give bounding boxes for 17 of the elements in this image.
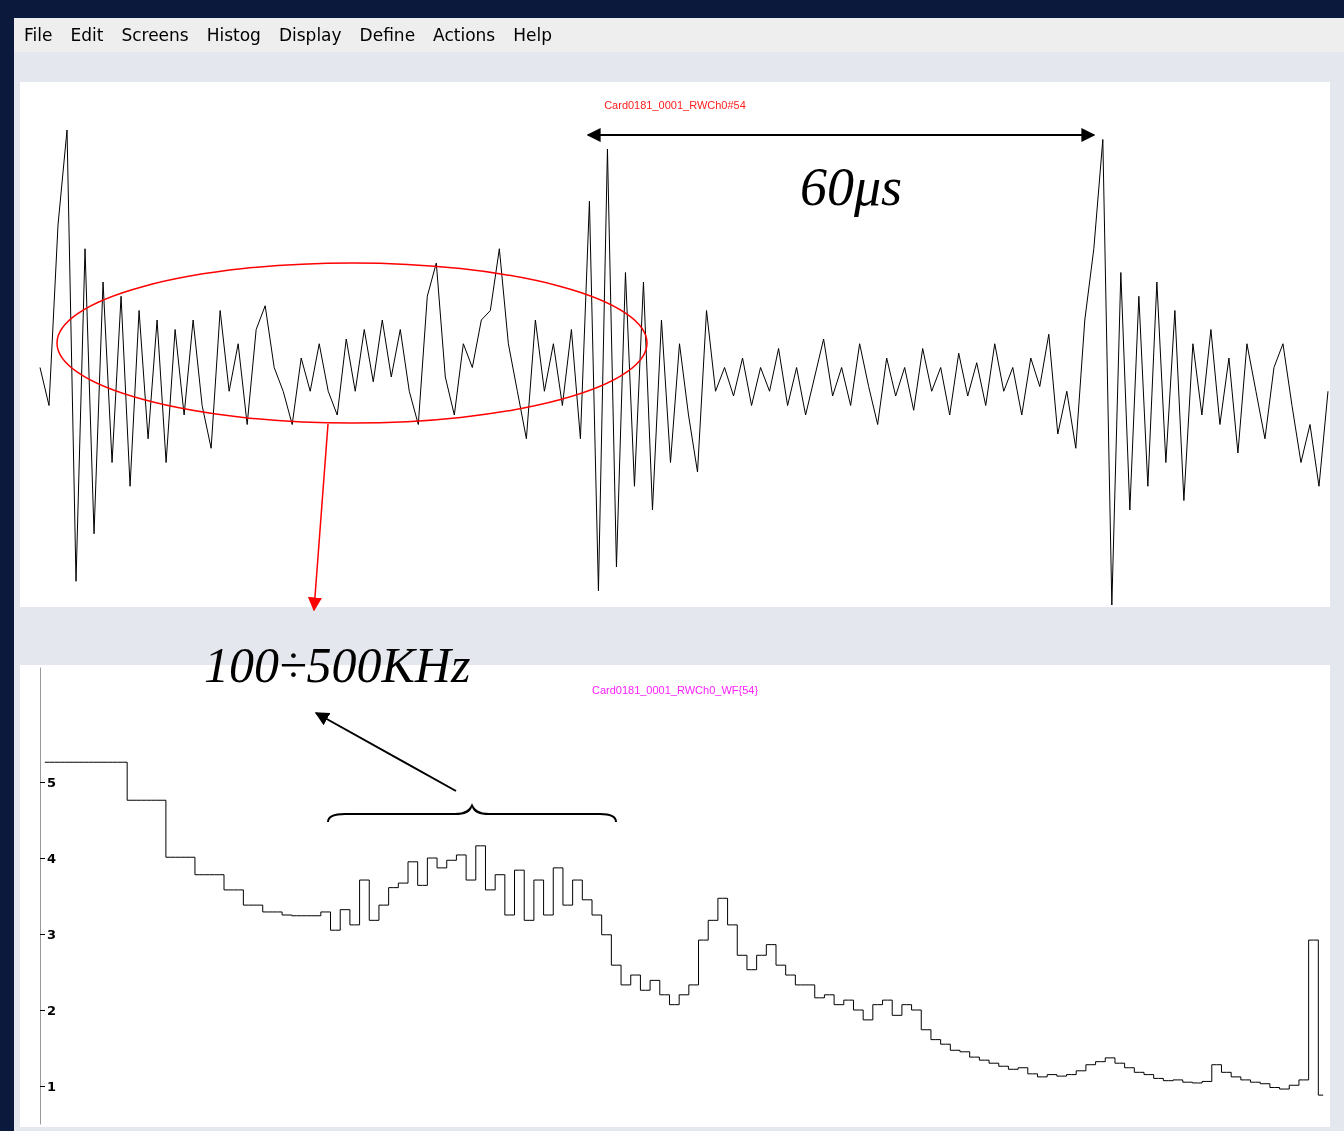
text: File bbox=[24, 25, 53, 45]
chart-title: Card0181_0001_RWCh0#54 bbox=[604, 98, 746, 111]
text: Edit bbox=[70, 25, 104, 45]
text: Display bbox=[278, 25, 342, 45]
text: Card0181_0001_RWCh0_WF{54} bbox=[591, 683, 759, 696]
annotation: 60μs bbox=[800, 157, 903, 217]
y-tick-label: 2 bbox=[47, 1002, 57, 1018]
y-tick-label: 4 bbox=[47, 850, 57, 866]
text: Actions bbox=[433, 25, 496, 45]
text: Histog bbox=[206, 25, 261, 45]
y-tick-label: 5 bbox=[47, 774, 57, 790]
y-tick-label: 1 bbox=[47, 1078, 57, 1094]
text: Screens bbox=[121, 25, 189, 45]
y-tick-label: 3 bbox=[47, 926, 57, 942]
annotation: 100÷500KHz bbox=[204, 637, 471, 693]
text: Define bbox=[359, 25, 416, 45]
text: Help bbox=[513, 25, 552, 45]
